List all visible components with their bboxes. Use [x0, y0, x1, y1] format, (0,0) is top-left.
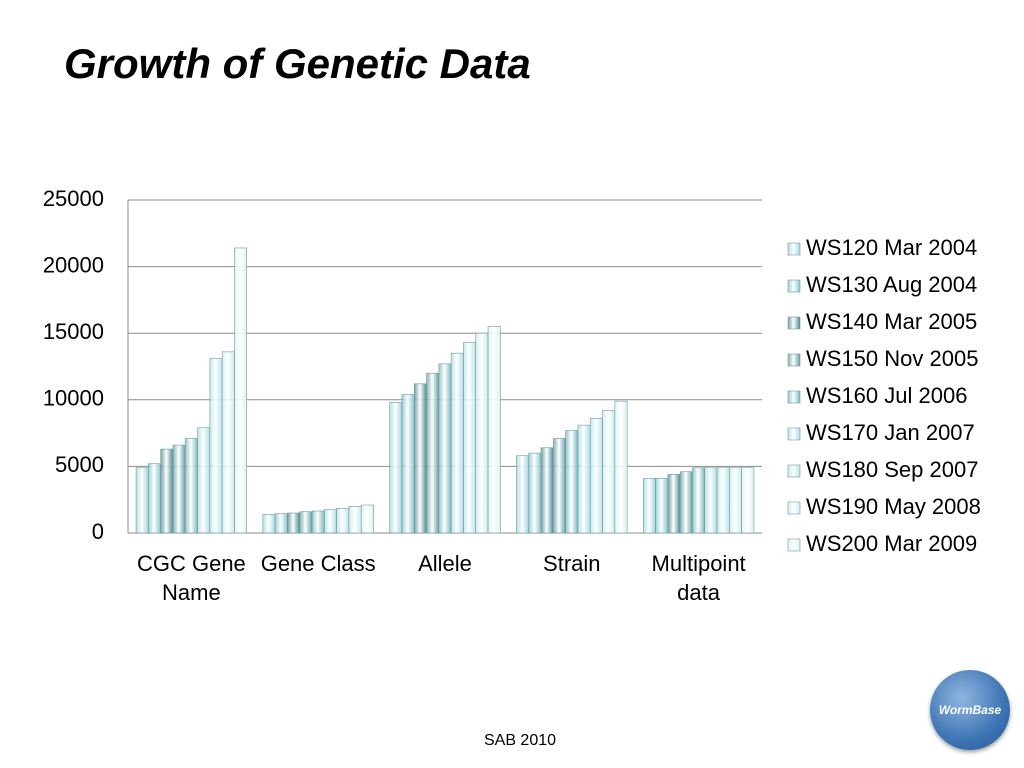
bar	[360, 504, 374, 534]
legend-swatch	[787, 390, 801, 404]
bar	[172, 444, 186, 534]
legend-label: WS150 Nov 2005	[806, 346, 978, 371]
bar	[197, 427, 211, 534]
bar	[642, 478, 656, 534]
legend-label: WS180 Sep 2007	[806, 457, 978, 482]
bar	[487, 326, 501, 534]
legend-swatch	[787, 316, 801, 330]
bar	[692, 467, 706, 534]
legend-swatch	[787, 464, 801, 478]
y-tick-label: 15000	[43, 319, 104, 344]
logo: WormBase	[930, 670, 1010, 750]
legend-swatch	[787, 353, 801, 367]
legend-swatch	[787, 279, 801, 293]
slide-title: Growth of Genetic Data	[64, 40, 531, 87]
bar	[475, 332, 489, 534]
legend-label: WS120 Mar 2004	[806, 235, 977, 260]
bar	[348, 506, 362, 534]
bar	[716, 467, 730, 534]
legend-label: WS170 Jan 2007	[806, 420, 975, 445]
bar	[577, 424, 591, 534]
x-tick-label: CGC Gene Name	[136, 551, 246, 605]
x-tick-label: Gene Class	[260, 551, 376, 576]
legend-swatch	[787, 242, 801, 256]
y-tick-label: 0	[92, 519, 104, 544]
bar	[679, 471, 693, 534]
bar	[741, 467, 755, 534]
legend-label: WS140 Mar 2005	[806, 309, 977, 334]
bar	[135, 467, 149, 534]
legend-swatch	[787, 427, 801, 441]
bar	[655, 478, 669, 534]
bar	[234, 247, 248, 534]
y-tick-label: 5000	[55, 452, 104, 477]
bar	[209, 358, 223, 534]
legend-label: WS160 Jul 2006	[806, 383, 967, 408]
bar	[516, 455, 530, 534]
x-tick-label: Multipoint data	[651, 551, 746, 605]
bar	[602, 410, 616, 534]
bar	[426, 372, 440, 534]
bar	[463, 342, 477, 534]
bar	[184, 438, 198, 534]
bar	[274, 513, 288, 534]
legend-label: WS190 May 2008	[806, 494, 981, 519]
bar	[450, 352, 464, 534]
bar	[160, 448, 174, 534]
bar	[667, 474, 681, 534]
y-tick-label: 20000	[43, 252, 104, 277]
legend-swatch	[787, 538, 801, 552]
bar	[336, 508, 350, 534]
bar	[553, 438, 566, 534]
bar	[311, 510, 325, 534]
bar	[262, 514, 276, 534]
bar	[540, 447, 554, 534]
bar	[614, 400, 628, 534]
y-tick-label: 10000	[43, 386, 104, 411]
bar	[221, 351, 235, 534]
x-tick-label: Strain	[543, 551, 601, 576]
legend-label: WS130 Aug 2004	[806, 272, 977, 297]
footer: SAB 2010	[483, 732, 557, 749]
bar	[528, 452, 542, 534]
bar	[565, 430, 579, 534]
bar	[438, 363, 452, 534]
bar	[704, 467, 718, 534]
bar	[299, 511, 313, 534]
bar	[148, 463, 161, 534]
legend-label: WS200 Mar 2009	[806, 531, 977, 556]
bar	[413, 383, 427, 534]
logo-text: WormBase	[938, 703, 1002, 717]
bar	[729, 467, 742, 534]
legend-swatch	[787, 501, 801, 515]
bar	[401, 394, 415, 534]
bar	[589, 418, 603, 534]
x-tick-label: Allele	[418, 551, 472, 576]
bar	[287, 512, 301, 534]
bar	[324, 509, 337, 534]
y-tick-label: 25000	[43, 186, 104, 211]
bar	[389, 402, 403, 534]
